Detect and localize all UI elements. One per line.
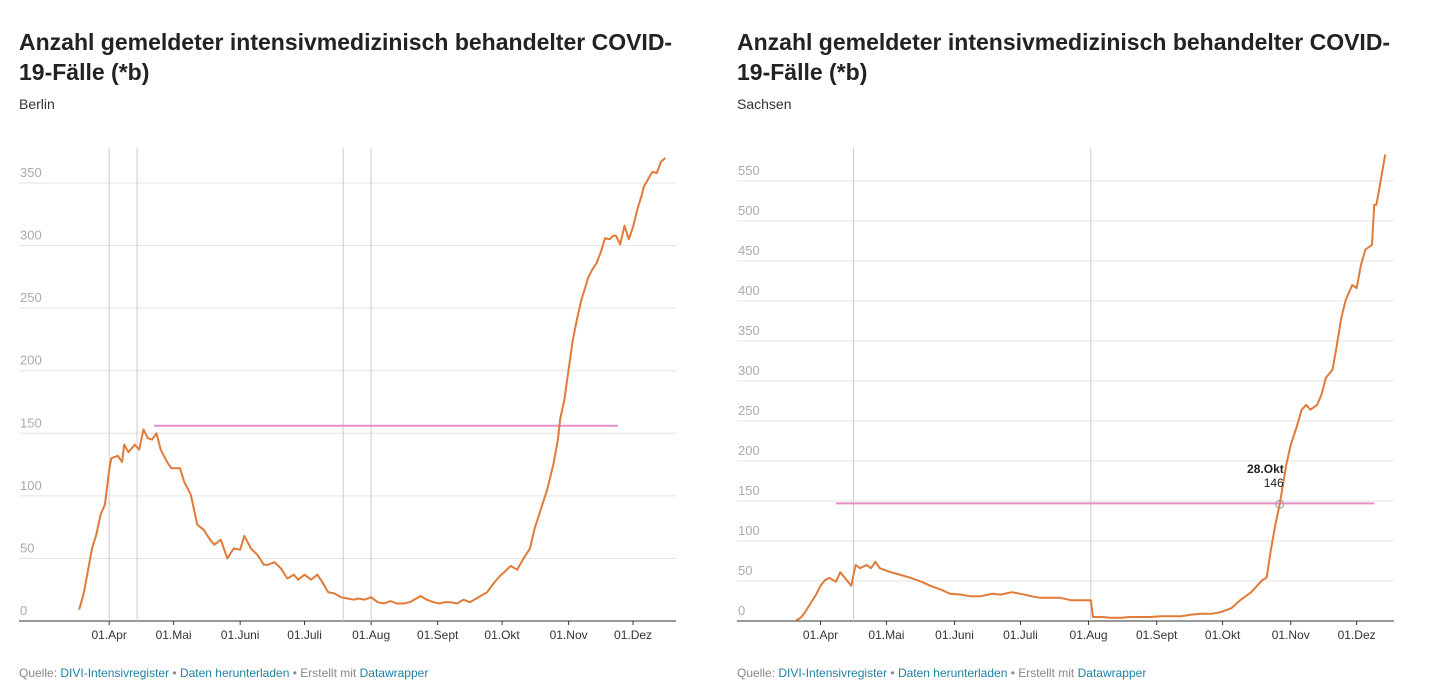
data-line <box>795 154 1387 622</box>
y-tick-label: 250 <box>738 403 760 418</box>
footer: Quelle: DIVI-Intensivregister • Daten he… <box>737 666 1147 680</box>
source-link[interactable]: DIVI-Intensivregister <box>60 666 170 680</box>
tool-link[interactable]: Datawrapper <box>1077 666 1147 680</box>
x-tick-label: 01.Apr <box>91 628 126 642</box>
x-tick-label: 01.Apr <box>803 628 838 642</box>
x-tick-label: 01.Aug <box>352 628 390 642</box>
y-tick-label: 50 <box>20 540 34 555</box>
y-tick-label: 0 <box>738 603 745 618</box>
x-tick-label: 01.Juni <box>935 628 974 642</box>
y-tick-label: 350 <box>738 323 760 338</box>
x-tick-label: 01.Dez <box>1338 628 1376 642</box>
tool-link[interactable]: Datawrapper <box>359 666 429 680</box>
x-tick-label: 01.Mai <box>156 628 192 642</box>
x-tick-label: 01.Sept <box>1136 628 1178 642</box>
x-tick-label: 01.Juni <box>221 628 260 642</box>
y-tick-label: 100 <box>20 478 42 493</box>
y-tick-label: 400 <box>738 283 760 298</box>
y-tick-label: 150 <box>738 483 760 498</box>
y-tick-label: 0 <box>20 603 27 618</box>
y-tick-label: 300 <box>738 363 760 378</box>
y-tick-label: 150 <box>20 415 42 430</box>
y-tick-label: 550 <box>738 163 760 178</box>
chart-subtitle: Berlin <box>19 96 55 112</box>
source-label: Quelle: <box>737 666 776 680</box>
source-label: Quelle: <box>19 666 58 680</box>
credit: Erstellt mit <box>1018 666 1075 680</box>
footer: Quelle: DIVI-Intensivregister • Daten he… <box>19 666 429 680</box>
charts: 0 50 100 150 200 250 300 350 01.Apr 01.Mai 01.Juni… <box>19 148 1394 642</box>
y-tick-label: 200 <box>20 353 42 368</box>
source-link[interactable]: DIVI-Intensivregister <box>778 666 888 680</box>
x-tick-label: 01.Aug <box>1070 628 1108 642</box>
x-tick-label: 01.Sept <box>417 628 459 642</box>
x-tick-label: 01.Mai <box>868 628 904 642</box>
y-tick-label: 300 <box>20 228 42 243</box>
download-link[interactable]: Daten herunterladen <box>897 666 1008 680</box>
annotation-marker <box>1275 499 1285 509</box>
x-tick-label: 01.Nov <box>1272 628 1310 642</box>
annotation-date: 28.Okt <box>1247 462 1284 476</box>
y-tick-label: 350 <box>20 165 42 180</box>
chart-title: Anzahl gemeldeter intensivmedizinisch be… <box>737 29 1391 85</box>
x-tick-label: 01.Juli <box>1003 628 1038 642</box>
chart-subtitle: Sachsen <box>737 96 792 112</box>
download-link[interactable]: Daten herunterladen <box>179 666 290 680</box>
x-tick-label: 01.Juli <box>287 628 322 642</box>
credit: Erstellt mit <box>300 666 357 680</box>
x-tick-label: 01.Nov <box>550 628 588 642</box>
y-tick-label: 250 <box>20 290 42 305</box>
x-tick-label: 01.Dez <box>614 628 652 642</box>
chart-title: Anzahl gemeldeter intensivmedizinisch be… <box>19 29 673 85</box>
annotation-value: 146 <box>1264 476 1284 490</box>
x-tick-label: 01.Okt <box>1205 628 1241 642</box>
y-tick-label: 450 <box>738 243 760 258</box>
data-line <box>78 157 666 610</box>
y-tick-label: 500 <box>738 203 760 218</box>
x-tick-label: 01.Okt <box>484 628 520 642</box>
y-tick-label: 200 <box>738 443 760 458</box>
y-tick-label: 50 <box>738 563 752 578</box>
y-tick-label: 100 <box>738 523 760 538</box>
